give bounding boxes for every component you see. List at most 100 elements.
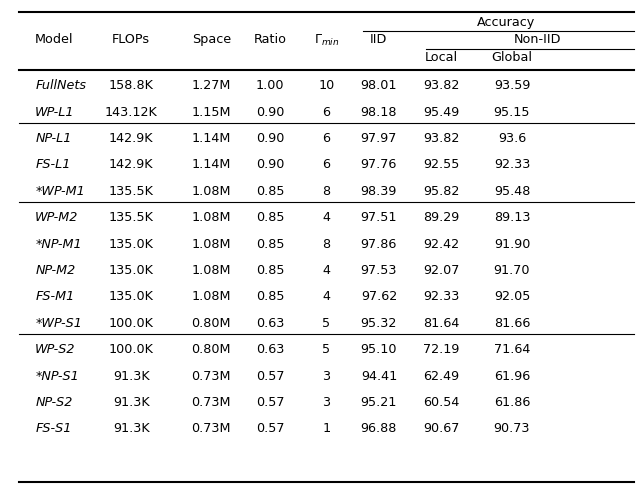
Text: 93.59: 93.59: [494, 79, 530, 92]
Text: 92.33: 92.33: [424, 290, 460, 303]
Text: FLOPs: FLOPs: [112, 33, 150, 47]
Text: 100.0K: 100.0K: [109, 343, 154, 356]
Text: 97.76: 97.76: [361, 159, 397, 171]
Text: 135.0K: 135.0K: [109, 264, 154, 277]
Text: NP-S2: NP-S2: [35, 396, 72, 409]
Text: 143.12K: 143.12K: [105, 106, 157, 118]
Text: 0.73M: 0.73M: [191, 370, 231, 382]
Text: 95.32: 95.32: [361, 317, 397, 330]
Text: 93.6: 93.6: [498, 132, 526, 145]
Text: 0.85: 0.85: [256, 264, 284, 277]
Text: 94.41: 94.41: [361, 370, 397, 382]
Text: 60.54: 60.54: [424, 396, 460, 409]
Text: *NP-S1: *NP-S1: [35, 370, 79, 382]
Text: 0.90: 0.90: [256, 106, 284, 118]
Text: 1.00: 1.00: [256, 79, 284, 92]
Text: Model: Model: [35, 33, 74, 47]
Text: 72.19: 72.19: [424, 343, 460, 356]
Text: FS-L1: FS-L1: [35, 159, 70, 171]
Text: 90.67: 90.67: [424, 422, 460, 436]
Text: NP-L1: NP-L1: [35, 132, 72, 145]
Text: 92.42: 92.42: [424, 238, 460, 250]
Text: 92.33: 92.33: [494, 159, 530, 171]
Text: 135.5K: 135.5K: [109, 211, 154, 224]
Text: 8: 8: [323, 238, 330, 250]
Text: 142.9K: 142.9K: [109, 132, 154, 145]
Text: *NP-M1: *NP-M1: [35, 238, 82, 250]
Text: 142.9K: 142.9K: [109, 159, 154, 171]
Text: 1.08M: 1.08M: [191, 211, 231, 224]
Text: 4: 4: [323, 264, 330, 277]
Text: 71.64: 71.64: [494, 343, 530, 356]
Text: Space: Space: [191, 33, 231, 47]
Text: WP-L1: WP-L1: [35, 106, 75, 118]
Text: 0.63: 0.63: [256, 317, 284, 330]
Text: Ratio: Ratio: [253, 33, 287, 47]
Text: 5: 5: [323, 343, 330, 356]
Text: 95.15: 95.15: [493, 106, 531, 118]
Text: 0.85: 0.85: [256, 290, 284, 303]
Text: 0.80M: 0.80M: [191, 317, 231, 330]
Text: *WP-S1: *WP-S1: [35, 317, 82, 330]
Text: Local: Local: [425, 51, 458, 64]
Text: 95.21: 95.21: [361, 396, 397, 409]
Text: FS-S1: FS-S1: [35, 422, 72, 436]
Text: 89.29: 89.29: [424, 211, 460, 224]
Text: IID: IID: [370, 33, 388, 47]
Text: 158.8K: 158.8K: [109, 79, 154, 92]
Text: 89.13: 89.13: [493, 211, 531, 224]
Text: 95.10: 95.10: [360, 343, 397, 356]
Text: 91.3K: 91.3K: [113, 422, 150, 436]
Text: 3: 3: [323, 370, 330, 382]
Text: 1.08M: 1.08M: [191, 290, 231, 303]
Text: 4: 4: [323, 211, 330, 224]
Text: 135.0K: 135.0K: [109, 290, 154, 303]
Text: 0.73M: 0.73M: [191, 422, 231, 436]
Text: 92.05: 92.05: [494, 290, 530, 303]
Text: 97.86: 97.86: [361, 238, 397, 250]
Text: 95.82: 95.82: [424, 185, 460, 198]
Text: 93.82: 93.82: [424, 79, 460, 92]
Text: 0.85: 0.85: [256, 238, 284, 250]
Text: $\Gamma_{min}$: $\Gamma_{min}$: [314, 32, 339, 48]
Text: 1.27M: 1.27M: [191, 79, 231, 92]
Text: 3: 3: [323, 396, 330, 409]
Text: 0.80M: 0.80M: [191, 343, 231, 356]
Text: 8: 8: [323, 185, 330, 198]
Text: Non-IID: Non-IID: [514, 33, 561, 47]
Text: 135.5K: 135.5K: [109, 185, 154, 198]
Text: 98.18: 98.18: [360, 106, 397, 118]
Text: 1.08M: 1.08M: [191, 185, 231, 198]
Text: 6: 6: [323, 132, 330, 145]
Text: 6: 6: [323, 159, 330, 171]
Text: 0.85: 0.85: [256, 185, 284, 198]
Text: 6: 6: [323, 106, 330, 118]
Text: 81.64: 81.64: [424, 317, 460, 330]
Text: 92.07: 92.07: [424, 264, 460, 277]
Text: Accuracy: Accuracy: [477, 16, 536, 29]
Text: 1: 1: [323, 422, 330, 436]
Text: 0.63: 0.63: [256, 343, 284, 356]
Text: 93.82: 93.82: [424, 132, 460, 145]
Text: 98.39: 98.39: [361, 185, 397, 198]
Text: 100.0K: 100.0K: [109, 317, 154, 330]
Text: 1.08M: 1.08M: [191, 264, 231, 277]
Text: 81.66: 81.66: [494, 317, 530, 330]
Text: 96.88: 96.88: [361, 422, 397, 436]
Text: 91.3K: 91.3K: [113, 370, 150, 382]
Text: WP-M2: WP-M2: [35, 211, 79, 224]
Text: 0.57: 0.57: [256, 422, 284, 436]
Text: 95.49: 95.49: [424, 106, 460, 118]
Text: 0.57: 0.57: [256, 396, 284, 409]
Text: 61.86: 61.86: [494, 396, 530, 409]
Text: 135.0K: 135.0K: [109, 238, 154, 250]
Text: 97.51: 97.51: [360, 211, 397, 224]
Text: *WP-M1: *WP-M1: [35, 185, 85, 198]
Text: 97.97: 97.97: [361, 132, 397, 145]
Text: FS-M1: FS-M1: [35, 290, 74, 303]
Text: 92.55: 92.55: [424, 159, 460, 171]
Text: 91.90: 91.90: [494, 238, 530, 250]
Text: 1.14M: 1.14M: [191, 132, 231, 145]
Text: WP-S2: WP-S2: [35, 343, 76, 356]
Text: 97.53: 97.53: [360, 264, 397, 277]
